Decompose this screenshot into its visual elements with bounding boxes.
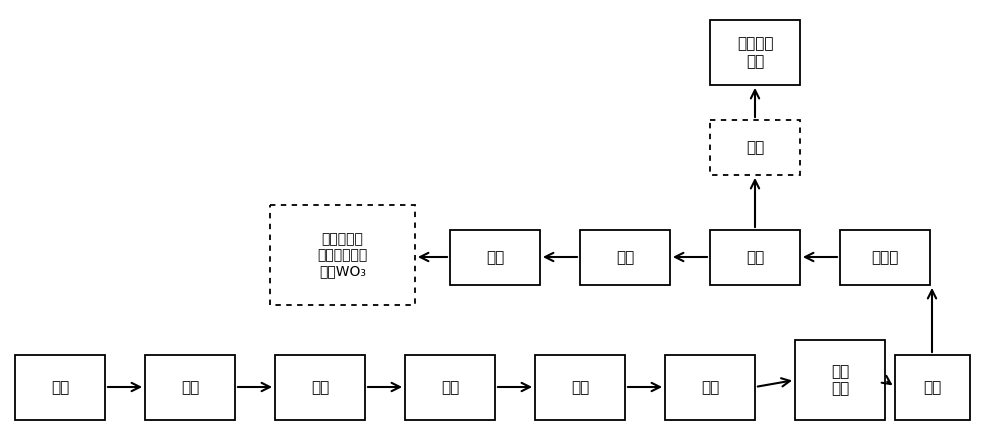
Bar [710,20,800,85]
Bar [580,230,670,285]
Bar [895,355,970,420]
Text: 板框
过滤: 板框 过滤 [831,364,849,396]
Text: 卖作耐火
材料: 卖作耐火 材料 [737,36,773,69]
Text: 絮凝: 絮凝 [571,380,589,395]
Text: 蒸发结晶，
干燥、煅烧、
生成WO₃: 蒸发结晶， 干燥、煅烧、 生成WO₃ [317,232,368,278]
Bar [710,120,800,175]
Bar [145,355,235,420]
Bar [840,230,930,285]
Text: 吹扫: 吹扫 [51,380,69,395]
Bar [795,340,885,420]
Text: 过滤: 过滤 [746,250,764,265]
Text: 滤渣: 滤渣 [923,380,942,395]
Text: 加氨水: 加氨水 [871,250,899,265]
Text: 滤液: 滤液 [616,250,634,265]
Text: 冲洗: 冲洗 [181,380,199,395]
Bar [535,355,625,420]
Text: 滤渣: 滤渣 [746,140,764,155]
Bar [405,355,495,420]
Text: 酸解: 酸解 [441,380,459,395]
Text: 加热: 加热 [486,250,504,265]
Text: 破碎: 破碎 [311,380,329,395]
Bar [15,355,105,420]
Bar [450,230,540,285]
Text: 沉降: 沉降 [701,380,719,395]
Bar [275,355,365,420]
Bar [665,355,755,420]
Bar [270,205,415,305]
Bar [710,230,800,285]
